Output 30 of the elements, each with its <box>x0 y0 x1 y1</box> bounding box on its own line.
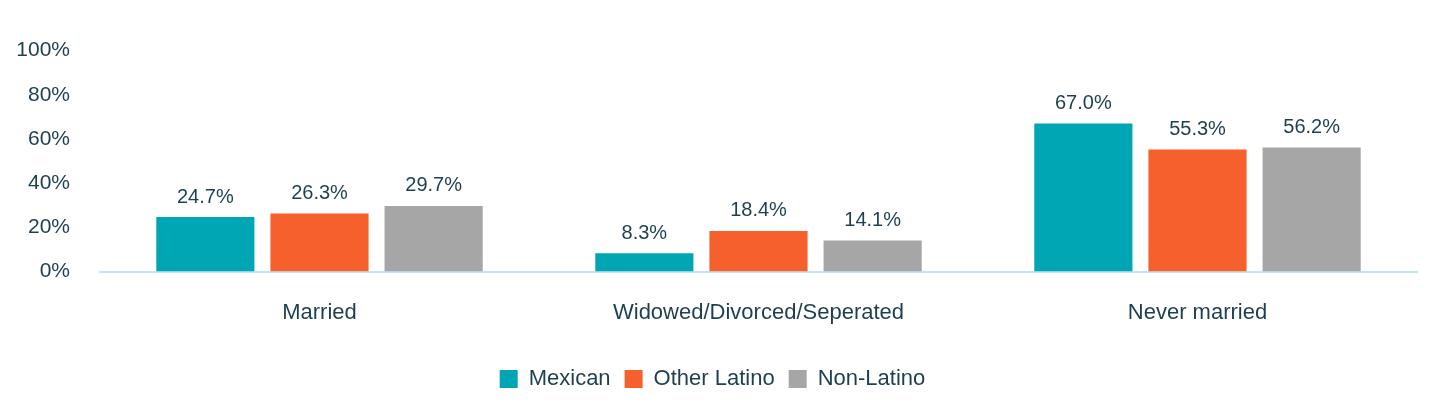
bar <box>1148 149 1247 272</box>
bar <box>270 213 369 272</box>
y-tick-label: 100% <box>16 37 70 61</box>
bar <box>1034 123 1133 272</box>
data-label: 26.3% <box>291 180 349 203</box>
y-tick-label: 60% <box>27 125 70 149</box>
data-label: 18.4% <box>730 198 788 221</box>
legend-label: Other Latino <box>653 365 775 391</box>
bar <box>156 217 255 272</box>
data-label: 55.3% <box>1169 116 1227 139</box>
data-label: 14.1% <box>844 207 902 230</box>
y-tick-label: 80% <box>27 81 70 105</box>
y-tick-label: 20% <box>27 214 70 238</box>
data-label: 24.7% <box>177 184 234 207</box>
legend-label: Mexican <box>528 365 611 391</box>
data-label: 29.7% <box>405 173 463 196</box>
x-tick-label: Married <box>282 298 357 324</box>
bar <box>823 240 922 272</box>
bar <box>595 253 694 272</box>
y-tick-label: 0% <box>39 258 70 282</box>
y-tick-label: 40% <box>27 170 70 193</box>
legend-label: Non-Latino <box>817 365 926 391</box>
x-tick-label: Never married <box>1127 298 1268 324</box>
data-label: 8.3% <box>621 220 668 243</box>
bar <box>384 205 483 272</box>
data-label: 56.2% <box>1283 114 1341 137</box>
x-tick-label: Widowed/Divorced/Seperated <box>612 298 905 324</box>
data-label: 67.0% <box>1055 91 1112 114</box>
bar <box>1262 147 1361 272</box>
bar <box>709 230 808 272</box>
